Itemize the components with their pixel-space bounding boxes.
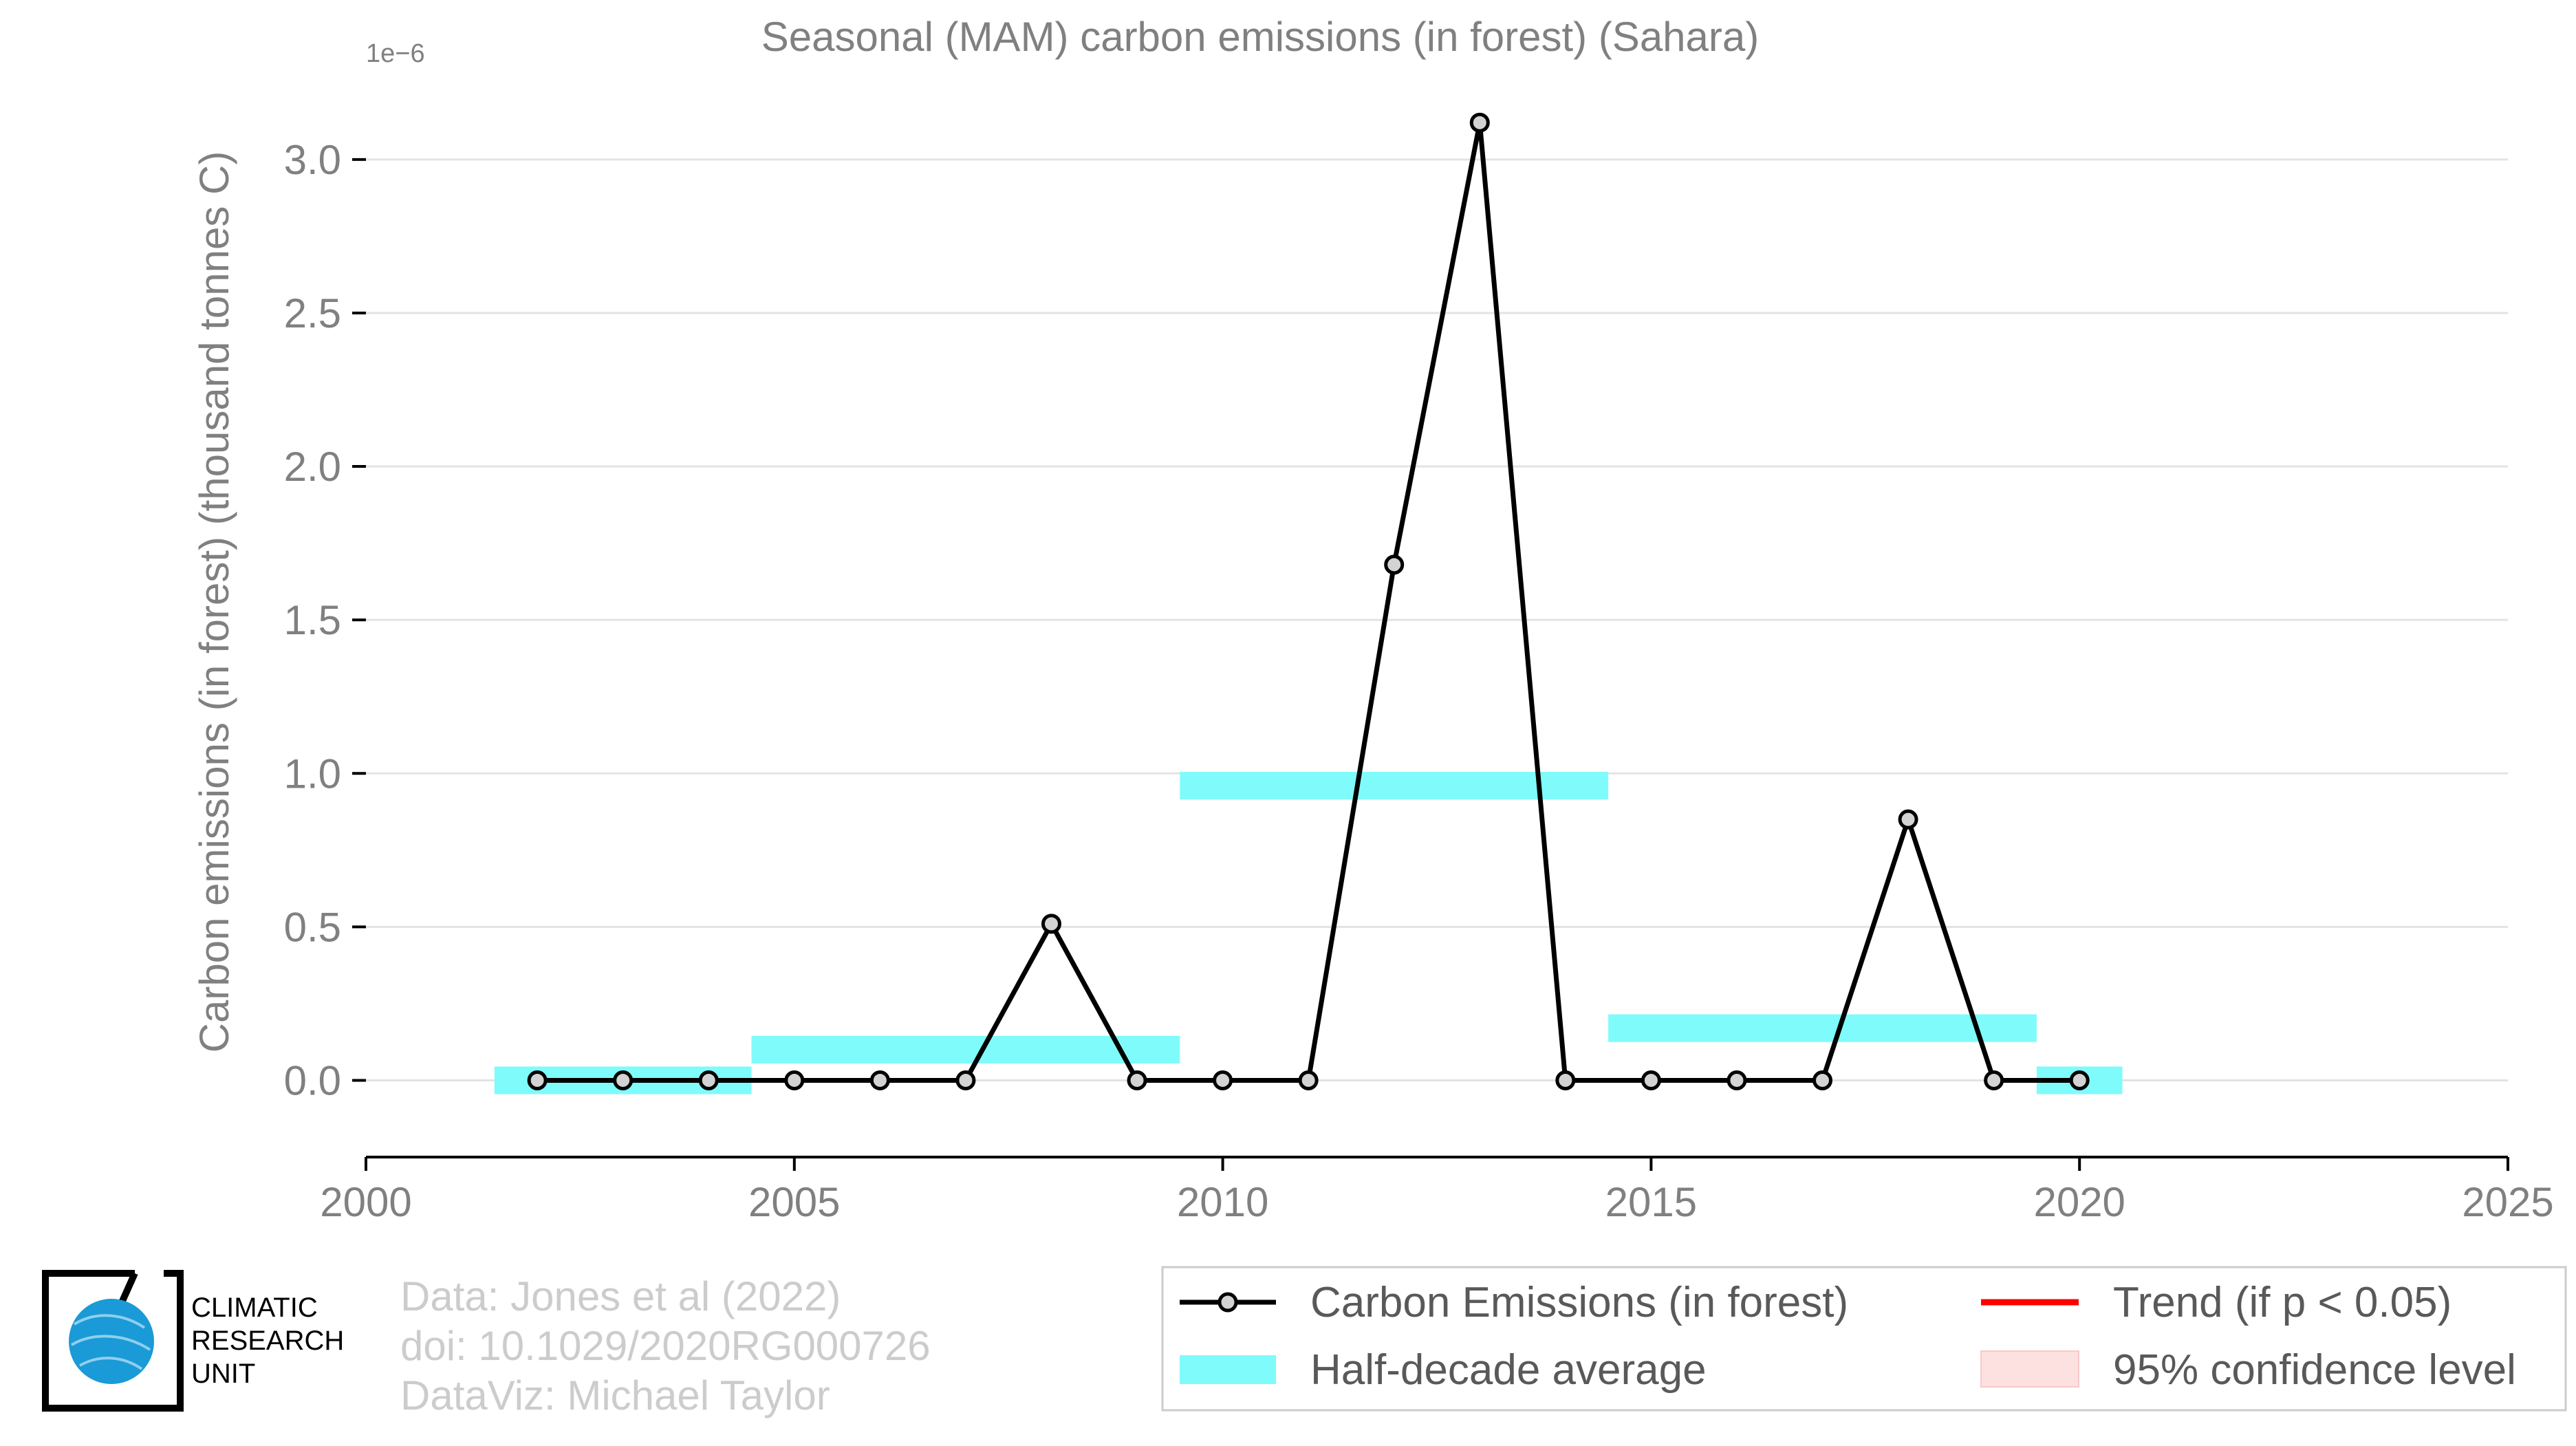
data-point: [527, 1070, 548, 1090]
legend-label-half-decade: Half-decade average: [1310, 1346, 1707, 1394]
data-point: [1469, 112, 1490, 133]
legend-swatch-confidence: [1980, 1350, 2079, 1388]
credit-dataviz: DataViz: Michael Taylor: [400, 1372, 830, 1418]
logo-left-bracket: [42, 1270, 135, 1412]
legend-label-confidence: 95% confidence level: [2113, 1346, 2516, 1394]
emissions-line: [537, 120, 2080, 1083]
half-decade-bar: [751, 1035, 1180, 1064]
data-point: [1898, 809, 1918, 830]
series-markers: [527, 112, 2090, 1090]
data-point: [869, 1070, 890, 1090]
globe-swirl-1: [73, 1314, 146, 1329]
chart-title: Seasonal (MAM) carbon emissions (in fore…: [761, 14, 1760, 60]
data-point: [1298, 1070, 1319, 1090]
legend-label-trend: Trend (if p < 0.05): [2113, 1279, 2451, 1326]
globe-swirl-2: [70, 1335, 151, 1351]
cru-logo: CLIMATIC RESEARCH UNIT: [42, 1270, 344, 1412]
x-axis: 2000 2005 2010 2015 2020 2025: [320, 1156, 2554, 1225]
legend-label-emissions: Carbon Emissions (in forest): [1310, 1279, 1848, 1326]
data-point: [1984, 1070, 2004, 1090]
y-axis-ticks: 0.0 0.5 1.0 1.5 2.0 2.5 3.0: [284, 137, 366, 1103]
y-tick-label: 3.0: [284, 137, 341, 183]
grid-lines: [366, 158, 2508, 1081]
data-point: [1384, 554, 1405, 575]
data-point: [1041, 914, 1061, 934]
data-point: [1812, 1070, 1833, 1090]
legend-swatch-half-decade: [1180, 1355, 1276, 1384]
y-tick-label: 0.0: [284, 1057, 341, 1103]
data-point: [1213, 1070, 1233, 1090]
half-decade-average-bands: [494, 772, 2123, 1094]
y-tick-label: 1.0: [284, 751, 341, 797]
logo-right-bracket-lower: [87, 1270, 184, 1412]
y-tick-label: 2.0: [284, 444, 341, 490]
y-tick-label: 2.5: [284, 290, 341, 336]
credit-data-source: Data: Jones et al (2022): [400, 1273, 841, 1319]
y-axis-multiplier: 1e−6: [366, 39, 425, 68]
x-tick-label: 2000: [320, 1179, 411, 1225]
series-line: [537, 120, 2080, 1083]
data-point: [1641, 1070, 1661, 1090]
x-tick-label: 2010: [1177, 1179, 1268, 1225]
legend-swatch-emissions-marker: [1217, 1292, 1238, 1313]
data-point: [784, 1070, 805, 1090]
data-point: [698, 1070, 719, 1090]
data-point: [955, 1070, 976, 1090]
logo-text-research: RESEARCH: [191, 1326, 344, 1356]
half-decade-bar: [1608, 1014, 2037, 1042]
x-tick-label: 2020: [2033, 1179, 2125, 1225]
legend: Carbon Emissions (in forest) Trend (if p…: [1161, 1266, 2567, 1412]
credits: Data: Jones et al (2022) doi: 10.1029/20…: [400, 1273, 931, 1418]
data-point: [1727, 1070, 1747, 1090]
half-decade-bar: [1180, 772, 1609, 800]
data-point: [1555, 1070, 1576, 1090]
y-tick-label: 0.5: [284, 904, 341, 950]
data-point: [1127, 1070, 1147, 1090]
credit-doi: doi: 10.1029/2020RG000726: [400, 1323, 931, 1369]
data-point: [613, 1070, 634, 1090]
logo-text-unit: UNIT: [191, 1359, 255, 1389]
x-tick-label: 2015: [1605, 1179, 1697, 1225]
data-point: [2069, 1070, 2090, 1090]
y-axis-label: Carbon emissions (in forest) (thousand t…: [191, 151, 237, 1053]
legend-frame: [1161, 1266, 2567, 1412]
x-tick-label: 2025: [2462, 1179, 2553, 1225]
globe-swirl-3: [79, 1357, 143, 1370]
x-tick-label: 2005: [748, 1179, 840, 1225]
logo-text-climatic: CLIMATIC: [191, 1293, 318, 1323]
y-tick-label: 1.5: [284, 597, 341, 643]
